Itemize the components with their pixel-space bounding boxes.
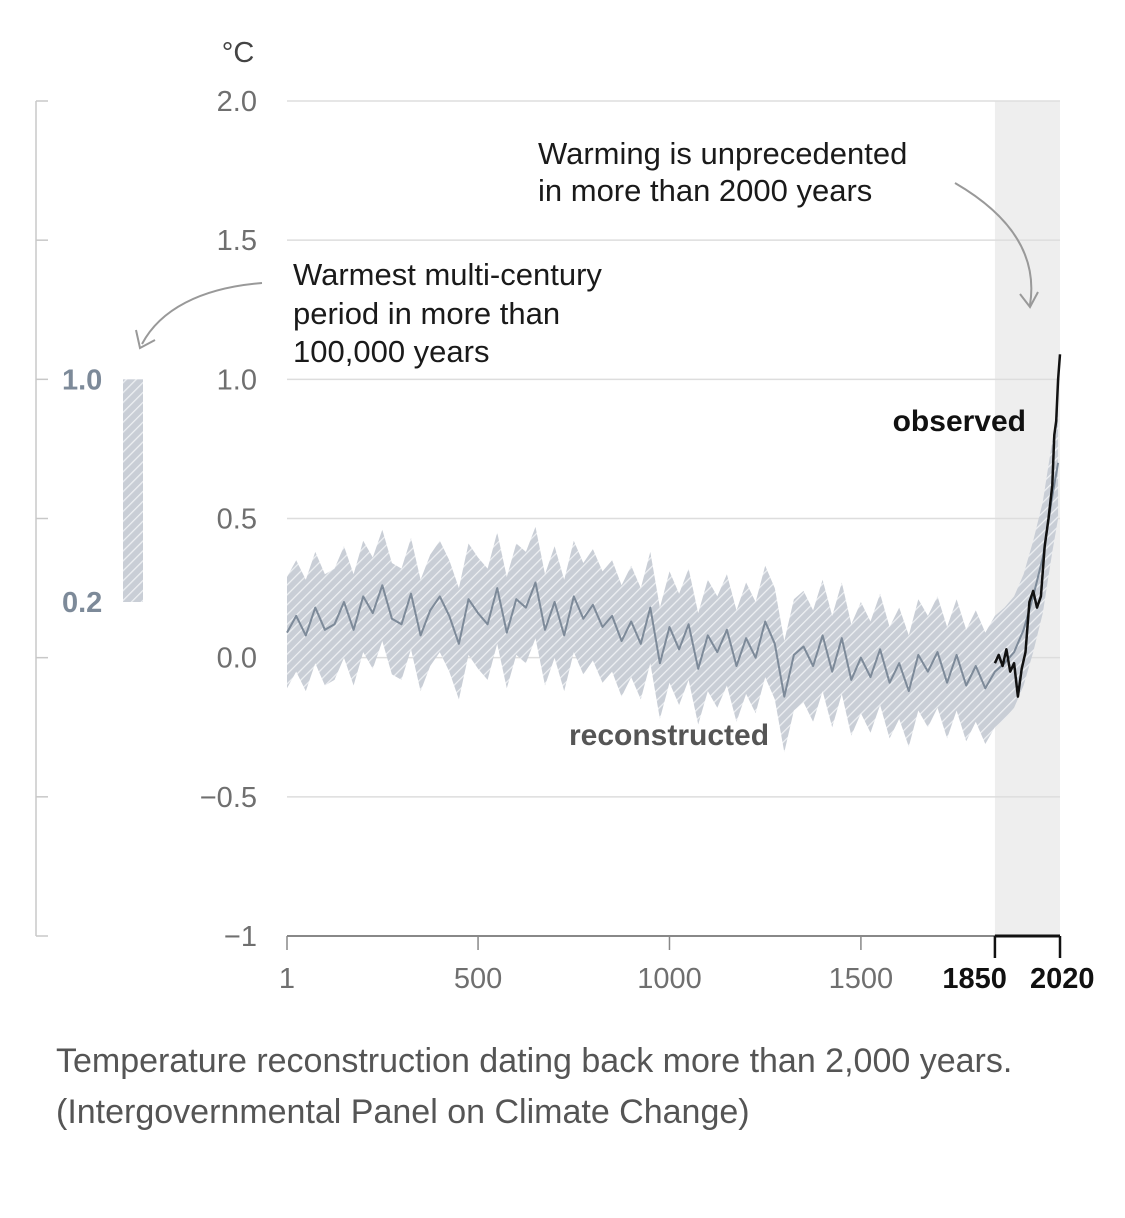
- annotation-unprecedented: Warming is unprecedented in more than 20…: [538, 136, 1039, 309]
- y-tick-label: 1.5: [217, 225, 257, 257]
- x-axis: 1 500 1000 1500 1850 2020: [279, 934, 1095, 995]
- side-label-top: 1.0: [62, 364, 102, 396]
- annotation-warmest-line-3: 100,000 years: [293, 334, 489, 369]
- x-tick-label: 1000: [637, 963, 702, 995]
- series-label-reconstructed: reconstructed: [569, 719, 769, 752]
- x-tick-label: 500: [454, 963, 502, 995]
- annotation-warmest-line-1: Warmest multi-century: [293, 257, 602, 292]
- side-label-bottom: 0.2: [62, 587, 102, 619]
- annotation-warmest: Warmest multi-century period in more tha…: [135, 257, 602, 369]
- annotation-unprecedented-arrowhead: [1019, 291, 1039, 309]
- annotation-warmest-line-2: period in more than: [293, 296, 560, 331]
- annotation-unprecedented-line-1: Warming is unprecedented: [538, 136, 907, 171]
- x-tick-label: 1850: [942, 963, 1007, 995]
- x-tick-label: 1: [279, 963, 295, 995]
- series-observed-line: [993, 354, 1062, 698]
- temperature-chart: °C 2.01.51.00.50.0−0.5−1 1.0 0.2 1 500 100…: [35, 37, 1095, 995]
- left-side-scale: 1.0 0.2: [35, 100, 143, 937]
- figure-caption: Temperature reconstruction dating back m…: [56, 1042, 1013, 1131]
- series-reconstructed-line: [286, 462, 1060, 698]
- x-tick-label: 2020: [1030, 963, 1095, 995]
- y-axis-unit: °C: [222, 37, 255, 69]
- gridlines: [287, 100, 1060, 937]
- side-range-bar: [123, 379, 143, 602]
- y-tick-label: −1: [224, 921, 257, 953]
- series-label-observed: observed: [893, 405, 1026, 438]
- reconstructed-uncertainty-band: [287, 407, 1059, 753]
- y-tick-label: 0.0: [217, 643, 257, 675]
- y-tick-label: 1.0: [217, 364, 257, 396]
- annotation-warmest-arrow: [141, 282, 263, 345]
- y-tick-label: −0.5: [200, 782, 257, 814]
- annotation-warmest-arrowhead: [135, 329, 156, 350]
- side-scale-ticks: [36, 100, 48, 937]
- annotation-unprecedented-line-2: in more than 2000 years: [538, 173, 872, 208]
- y-tick-labels: 2.0 1.5 1.0 0.5 0.0 −0.5 −1: [200, 86, 257, 953]
- y-tick-label: 2.0: [217, 86, 257, 118]
- annotation-unprecedented-arrow: [954, 182, 1033, 306]
- x-tick-label: 1500: [829, 963, 894, 995]
- y-tick-label: 0.5: [217, 504, 257, 536]
